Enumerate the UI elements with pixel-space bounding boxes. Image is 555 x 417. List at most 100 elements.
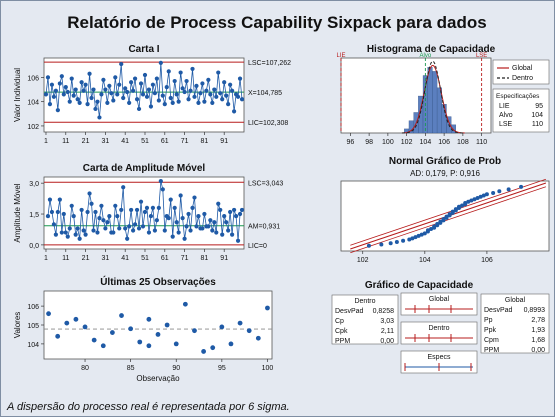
i-chart-point: [119, 61, 124, 67]
i-chart-point: [97, 115, 102, 120]
histogram-x-tick-label: 96: [346, 139, 354, 146]
histogram-x-tick-label: 108: [457, 139, 469, 146]
mr-chart-point: [208, 218, 213, 223]
mr-chart-x-tick-label: 81: [200, 255, 208, 262]
i-chart-point: [148, 104, 154, 109]
mr-chart-point: [182, 236, 187, 241]
mr-chart-lcl-label: LIC=0: [248, 243, 267, 250]
mr-chart-point: [160, 187, 165, 192]
capability-plot-overall-table-box: [480, 293, 550, 354]
last-25-point: [265, 305, 270, 311]
mr-chart-point: [77, 236, 82, 241]
mr-chart-point: [230, 232, 235, 237]
normal-prob-x-tick-label: 104: [419, 257, 431, 264]
i-chart-point: [231, 109, 237, 114]
last-25-x-tick-label: 80: [81, 365, 89, 372]
last-25-point: [82, 324, 88, 330]
histogram-title: Histograma de Capacidade: [367, 44, 496, 55]
mr-chart-point: [59, 230, 64, 235]
normal-prob-subtitle: AD: 0,179, P: 0,916: [410, 169, 480, 178]
histogram-spec-row-label: Alvo: [499, 112, 513, 119]
mr-chart-y-tick-label: 3,0: [29, 181, 39, 188]
mr-chart-point: [67, 226, 72, 231]
i-chart-point: [146, 87, 152, 92]
i-chart-x-tick-label: 41: [121, 138, 129, 145]
mr-chart-point: [206, 224, 211, 229]
i-chart-point: [178, 70, 183, 75]
last-25-point: [146, 316, 152, 322]
histogram-usl-label: LSE: [476, 53, 487, 59]
i-chart-point: [69, 76, 74, 81]
last-25-point: [192, 328, 197, 334]
mr-chart-point: [93, 209, 98, 215]
capability-plot-within-table-row-value: 0,8258: [373, 308, 395, 315]
normal-prob-point: [481, 193, 486, 198]
capability-plot-overall-table-row-label: PPM: [484, 347, 499, 354]
mr-chart-point: [168, 197, 173, 202]
mr-chart-point: [188, 228, 193, 233]
normal-prob-point: [419, 232, 424, 237]
i-chart-point: [228, 82, 233, 87]
histogram-x-tick-label: 110: [476, 139, 487, 146]
normal-prob-point: [460, 203, 465, 208]
i-chart-point: [196, 100, 201, 105]
mr-chart-x-tick-label: 1: [44, 255, 48, 262]
i-chart-point: [53, 88, 58, 93]
mr-chart-point: [212, 220, 217, 225]
mr-chart-point: [87, 191, 92, 196]
mr-chart-center-label: AM=0,931: [248, 224, 280, 231]
normal-prob-point: [422, 231, 427, 236]
i-chart-x-tick-label: 11: [62, 138, 69, 145]
histogram-lsl-label: LIE: [336, 53, 345, 59]
i-chart-point: [101, 77, 106, 82]
last-25-point: [155, 332, 161, 337]
normal-prob-point: [472, 197, 477, 202]
mr-chart-point: [83, 232, 88, 237]
mr-chart-point: [172, 205, 177, 210]
last-25-point: [91, 337, 97, 343]
i-chart-x-tick-label: 71: [181, 138, 189, 145]
i-chart-point: [224, 93, 229, 98]
i-chart-point: [43, 92, 49, 97]
capability-plot-within-table-row-value: 0,00: [380, 338, 394, 345]
i-chart-point: [216, 70, 221, 75]
mr-chart-x-tick-label: 91: [220, 255, 228, 262]
histogram-overall-curve: [401, 64, 465, 134]
capability-plot-title: Gráfico de Capacidade: [365, 280, 474, 291]
normal-prob-point: [506, 187, 511, 192]
last-25-point: [73, 316, 79, 322]
last-25-y-label: Valores: [13, 312, 22, 339]
capability-plot-overall-table-row-label: Ppk: [484, 327, 497, 334]
i-chart-point: [127, 100, 132, 105]
i-chart-point: [210, 100, 215, 105]
i-chart-point: [91, 87, 96, 92]
histogram-spec-row-value: 95: [535, 103, 543, 110]
i-chart-point: [230, 88, 235, 93]
mr-chart-point: [154, 218, 159, 223]
normal-prob-point: [432, 224, 437, 229]
i-chart-point: [166, 69, 171, 74]
mr-chart-point: [162, 228, 167, 233]
i-chart-point: [109, 91, 114, 96]
mr-chart-point: [186, 211, 191, 217]
i-chart-point: [117, 82, 122, 87]
i-chart-point: [184, 78, 189, 84]
mr-chart-point: [65, 234, 70, 239]
last-25-point: [182, 301, 188, 307]
mr-chart-point: [115, 213, 120, 219]
mr-chart-point: [216, 201, 221, 206]
capability-plot-overall-table-heading: Global: [505, 297, 526, 304]
i-chart-point: [204, 88, 209, 93]
normal-prob-point: [441, 217, 446, 222]
normal-prob-point: [519, 184, 524, 189]
i-chart-point: [129, 80, 134, 85]
mr-chart-point: [176, 230, 181, 235]
mr-chart-point: [156, 205, 161, 210]
i-chart-point: [239, 97, 245, 102]
mr-chart-point: [73, 232, 78, 237]
i-chart-point: [172, 78, 177, 84]
capability-plot-within-table-box: [331, 294, 399, 345]
i-chart-x-tick-label: 1: [44, 138, 48, 145]
mr-chart-point: [174, 220, 179, 225]
